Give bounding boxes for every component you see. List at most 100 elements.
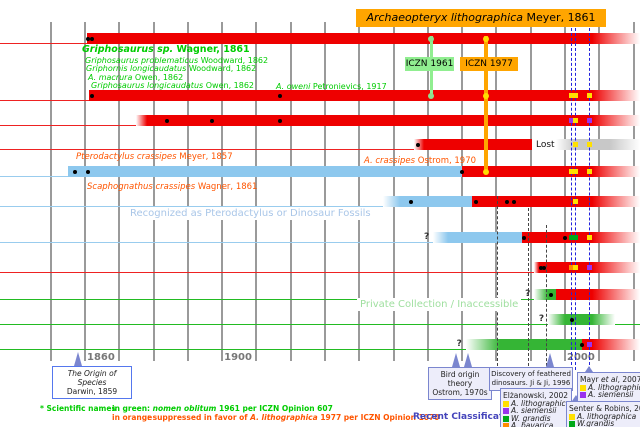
bar-segment-row-06-2 bbox=[472, 196, 593, 207]
gridline-1890 bbox=[186, 22, 189, 350]
bar-segment-row-04-2 bbox=[532, 139, 640, 150]
bar-segment-row-11-1 bbox=[499, 339, 583, 350]
bar-segment-row-08-1 bbox=[539, 262, 593, 273]
synonym-label-orange-0: Pterodactylus crassipes Meyer, 1857 bbox=[76, 152, 233, 162]
event-dot-row-11-2005 bbox=[580, 342, 585, 347]
row-baseline-row-06 bbox=[0, 206, 640, 207]
bar-segment-row-04-1 bbox=[424, 139, 533, 150]
classification-line-2002 bbox=[571, 28, 572, 370]
axis-tick-1900 bbox=[221, 350, 224, 361]
classification-mark-row-08-2003 bbox=[572, 265, 578, 270]
bar-segment-row-02-0 bbox=[89, 90, 593, 101]
iczn-decision-dot-row-02-1977 bbox=[483, 92, 490, 99]
callout-darwin: The Origin of Species Darwin, 1859 bbox=[52, 366, 132, 399]
axis-tick-1880 bbox=[152, 350, 155, 361]
footnote-orange-key: in orange bbox=[112, 413, 153, 422]
row-baseline-row-08 bbox=[0, 272, 640, 273]
classification-mark-row-07-2007 bbox=[586, 235, 592, 240]
axis-tick-1860 bbox=[84, 350, 86, 361]
classification-mark-row-08-2002 bbox=[569, 265, 575, 270]
row-baseline-row-09 bbox=[0, 299, 640, 300]
iczn-1961-label: ICZN 1961 bbox=[405, 57, 454, 71]
gridline-1940 bbox=[358, 22, 361, 350]
iczn-1977-line bbox=[484, 36, 488, 172]
axis-tick-1950 bbox=[392, 350, 395, 361]
callout-feathered-author: dinosaurs. Ji & Ji, 1996 bbox=[491, 379, 571, 387]
gridline-1910 bbox=[255, 22, 258, 350]
gridline-1880 bbox=[152, 22, 155, 350]
legend-label: A. lithographica bbox=[588, 382, 640, 392]
chart-title-author: Meyer, 1861 bbox=[523, 11, 596, 24]
callout-connector-1994 bbox=[546, 225, 547, 366]
legend-item-mayr-0: A. lithographica bbox=[580, 382, 640, 392]
synonym-label-orange-1: Scaphognathus crassipes Wagner, 1861 bbox=[87, 182, 258, 192]
iczn-decision-dot-row-01-1977 bbox=[483, 35, 490, 42]
callout-bird-origin-title: Bird origin theory bbox=[440, 370, 480, 388]
classification-mark-row-03-2003 bbox=[572, 118, 578, 123]
callout-feathered-title: Discovery of feathered bbox=[491, 370, 571, 378]
axis-tick-2020 bbox=[632, 350, 635, 361]
row-baseline-row-11 bbox=[0, 349, 640, 350]
footnote-orange-italic: A. lithographica bbox=[250, 413, 318, 422]
iczn-decision-dot-row-01-1961 bbox=[428, 35, 435, 42]
footnote-green-pre: : bbox=[147, 404, 153, 413]
legend-swatch-sq_green bbox=[569, 421, 575, 427]
bar-segment-row-03-1 bbox=[146, 115, 593, 126]
footnote-green-text: : nomen oblitum 1961 per ICZN Opinion 60… bbox=[147, 404, 333, 413]
event-dot-row-02-1862 bbox=[89, 93, 94, 98]
bar-segment-row-05-0 bbox=[67, 166, 463, 177]
legend-label: A. siemensii bbox=[588, 390, 634, 400]
legend-swatch-sq_yellow bbox=[503, 400, 509, 407]
event-dot-row-07-1988 bbox=[521, 235, 526, 240]
classification-box-title-mayr: Mayr et al, 2007 bbox=[580, 375, 640, 384]
iczn-1977-label: ICZN 1977 bbox=[460, 57, 518, 71]
legend-swatch-sq_green bbox=[503, 415, 509, 422]
legend-swatch-sq_purple bbox=[503, 408, 509, 415]
status-label-lost: Lost bbox=[536, 140, 555, 150]
axis-tick-1920 bbox=[289, 350, 292, 361]
footnote-green-key: in green bbox=[112, 404, 148, 413]
bar-segment-row-11-0 bbox=[465, 339, 500, 350]
gridline-2000 bbox=[564, 22, 566, 350]
event-dot-row-03-1917 bbox=[278, 118, 283, 123]
event-dot-row-06-1983 bbox=[504, 199, 509, 204]
legend-item-elzanowski-2: W. grandis bbox=[503, 414, 569, 423]
uncertain-start-marker-row-09: ? bbox=[525, 289, 531, 299]
legend-item-elzanowski-1: A. siemensii bbox=[503, 407, 569, 416]
bar-segment-row-05-2 bbox=[592, 166, 640, 177]
legend-label: A. bavarica bbox=[511, 421, 554, 427]
bar-segment-row-03-2 bbox=[592, 115, 640, 126]
event-dot-row-08-1993 bbox=[539, 265, 543, 270]
bar-segment-row-09-3 bbox=[592, 289, 640, 300]
footnote-orange-pre: : suppressed in favor of bbox=[147, 413, 251, 422]
classification-mark-row-04-2003 bbox=[572, 142, 578, 147]
classification-mark-row-05-2007 bbox=[586, 169, 592, 174]
event-dot-row-04-1957 bbox=[415, 142, 420, 147]
bar-segment-row-06-0 bbox=[383, 196, 401, 207]
synonym-label-green-2: Griphornis longicaudatus Woodward, 1862 bbox=[86, 64, 257, 73]
bar-segment-row-09-0 bbox=[534, 289, 548, 300]
classification-mark-row-05-2002 bbox=[569, 169, 575, 174]
synonym-label-green-0: Griphosaurus sp. Wagner, 1861 bbox=[82, 44, 250, 55]
bar-segment-row-03-0 bbox=[136, 115, 147, 126]
event-dot-row-03-1884 bbox=[165, 118, 170, 123]
legend-swatch-sq_orange bbox=[503, 423, 509, 427]
bar-segment-row-01-1 bbox=[592, 33, 640, 44]
axis-tick-1850 bbox=[49, 350, 52, 361]
legend-item-elzanowski-3: A. bavarica bbox=[503, 421, 569, 427]
bar-segment-row-07-2 bbox=[522, 232, 593, 243]
axis-tick-1990 bbox=[529, 350, 532, 361]
event-dot-row-05-1857 bbox=[72, 169, 77, 174]
bar-segment-row-06-3 bbox=[592, 196, 640, 207]
synonym-label-green-3: A. macrura Owen, 1862 bbox=[88, 72, 184, 82]
callout-bird-origin: Bird origin theory Ostrom, 1970s bbox=[428, 367, 492, 400]
status-label-recognized: Recognized as Pterodactylus or Dinosaur … bbox=[127, 207, 374, 220]
gridline-1950 bbox=[392, 22, 395, 350]
legend-label: A. lithographica bbox=[577, 411, 637, 421]
recent-classifications-heading: Recent Classifications bbox=[413, 412, 525, 422]
bar-segment-row-07-3 bbox=[592, 232, 640, 243]
gridline-1850 bbox=[49, 22, 52, 350]
bar-segment-row-11-3 bbox=[592, 339, 640, 350]
gridline-1960 bbox=[426, 22, 429, 350]
classification-box-elzanowski: Elżanowski, 2002 A. lithographica A. sieme… bbox=[500, 388, 572, 427]
